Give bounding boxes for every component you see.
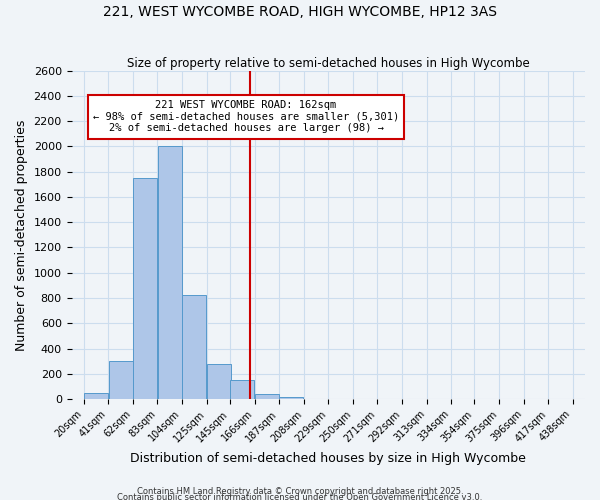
Bar bbox=[182, 296, 206, 399]
Bar bbox=[230, 380, 254, 399]
Bar bbox=[207, 364, 231, 399]
X-axis label: Distribution of semi-detached houses by size in High Wycombe: Distribution of semi-detached houses by … bbox=[130, 452, 526, 465]
Bar bbox=[84, 392, 108, 399]
Bar bbox=[109, 361, 133, 399]
Text: 221, WEST WYCOMBE ROAD, HIGH WYCOMBE, HP12 3AS: 221, WEST WYCOMBE ROAD, HIGH WYCOMBE, HP… bbox=[103, 5, 497, 19]
Text: 221 WEST WYCOMBE ROAD: 162sqm
← 98% of semi-detached houses are smaller (5,301)
: 221 WEST WYCOMBE ROAD: 162sqm ← 98% of s… bbox=[93, 100, 399, 134]
Bar bbox=[280, 396, 304, 399]
Bar bbox=[133, 178, 157, 399]
Bar bbox=[255, 394, 279, 399]
Bar bbox=[158, 146, 182, 399]
Y-axis label: Number of semi-detached properties: Number of semi-detached properties bbox=[15, 119, 28, 350]
Text: Contains HM Land Registry data © Crown copyright and database right 2025.: Contains HM Land Registry data © Crown c… bbox=[137, 486, 463, 496]
Title: Size of property relative to semi-detached houses in High Wycombe: Size of property relative to semi-detach… bbox=[127, 56, 530, 70]
Text: Contains public sector information licensed under the Open Government Licence v3: Contains public sector information licen… bbox=[118, 492, 482, 500]
